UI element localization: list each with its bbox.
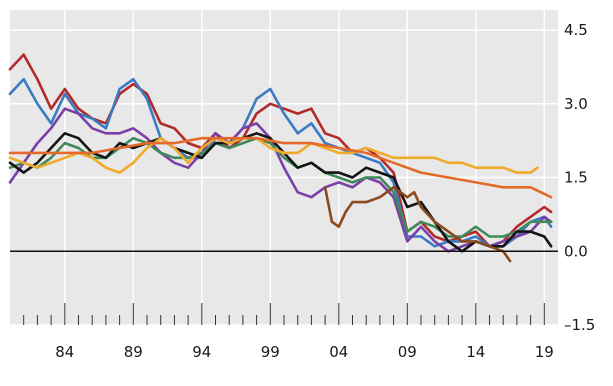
series-line-2 <box>8 77 553 248</box>
x-tick-label: 14 <box>466 343 485 361</box>
y-tick-label: –1.5 <box>564 316 595 334</box>
series-line-8 <box>323 186 512 263</box>
x-tick-label: 94 <box>192 343 211 361</box>
series-line-6 <box>8 136 539 174</box>
y-tick-label: 1.5 <box>564 169 588 187</box>
y-tick-label: 4.5 <box>564 21 588 39</box>
series-line-4 <box>8 136 553 238</box>
series-line-1 <box>8 53 553 248</box>
x-tick-label: 89 <box>124 343 143 361</box>
series-line-7 <box>8 136 553 199</box>
x-tick-label: 19 <box>535 343 554 361</box>
y-axis-tick-labels: 4.5 3.0 1.5 0.0 –1.5 <box>564 21 595 334</box>
x-tick-label: 09 <box>398 343 417 361</box>
x-tick-label: 99 <box>261 343 280 361</box>
x-minor-ticks <box>23 303 545 325</box>
x-tick-label: 84 <box>55 343 74 361</box>
series-layer <box>8 53 553 263</box>
x-tick-label: 04 <box>329 343 348 361</box>
series-line-3 <box>8 107 553 253</box>
y-tick-label: 0.0 <box>564 242 588 260</box>
x-axis-tick-labels: 84 89 94 99 04 09 14 19 <box>55 343 554 361</box>
y-tick-label: 3.0 <box>564 95 588 113</box>
